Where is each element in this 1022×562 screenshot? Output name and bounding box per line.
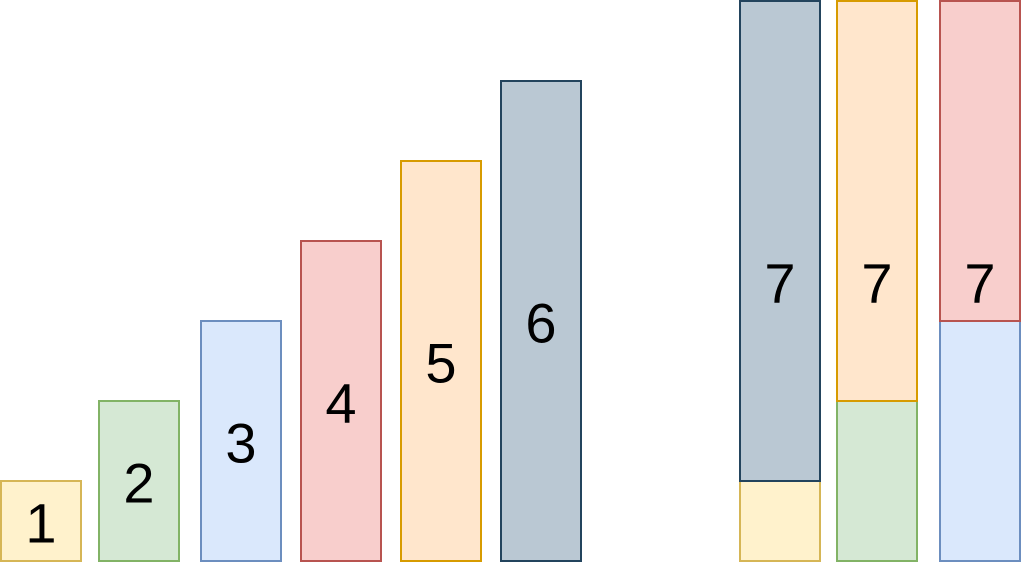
stack-label-1: 7 (764, 252, 795, 315)
bar-2 (98, 400, 180, 562)
stack-3-segment-1 (939, 320, 1021, 562)
stack-label-3: 7 (964, 252, 995, 315)
stack-2-segment-1 (836, 400, 918, 562)
bar-label-4: 4 (325, 372, 356, 435)
bar-label-5: 5 (425, 332, 456, 395)
bar-label-2: 2 (123, 452, 154, 515)
stacked-bar-group: 7 7 7 (739, 0, 1021, 562)
bar-label-3: 3 (225, 412, 256, 475)
bar-3 (200, 320, 282, 562)
stack-1-segment-1 (739, 480, 821, 562)
stack-2-segment-2 (836, 0, 918, 402)
stack-1-segment-2 (739, 0, 821, 482)
bar-label-1: 1 (25, 492, 56, 555)
bar-label-6: 6 (525, 292, 556, 355)
bar-1 (0, 480, 82, 562)
stack-label-2: 7 (861, 252, 892, 315)
bar-4 (300, 240, 382, 562)
left-bar-group: 1 2 3 4 5 6 (0, 80, 582, 562)
bar-6 (500, 80, 582, 562)
stack-3-segment-2 (939, 0, 1021, 322)
bar-5 (400, 160, 482, 562)
